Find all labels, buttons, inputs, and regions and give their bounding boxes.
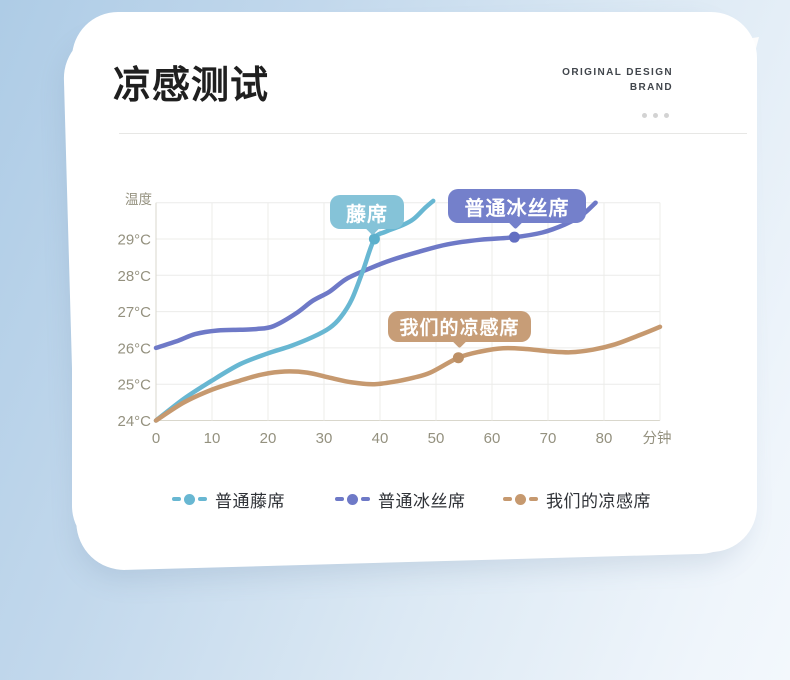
- brand-text: ORIGINAL DESIGN BRAND: [562, 65, 673, 95]
- divider-line: [119, 133, 747, 134]
- legend-label: 普通冰丝席: [378, 491, 466, 511]
- series-callout-our-mat: 我们的凉感席: [388, 311, 531, 349]
- series-callout-label: 普通冰丝席: [464, 197, 570, 220]
- page-title: 凉感测试: [113, 65, 270, 107]
- dot-icon: [642, 113, 647, 118]
- content-card: 凉感测试 ORIGINAL DESIGN BRAND: [72, 12, 757, 552]
- legend-marker-icon: [503, 493, 538, 505]
- legend-marker-icon: [172, 493, 207, 505]
- legend-item-our-mat: 我们的凉感席: [503, 486, 651, 512]
- series-callout-label: 我们的凉感席: [399, 318, 520, 339]
- chart-legend: 普通藤席 普通冰丝席 我们的凉感席: [0, 486, 790, 512]
- legend-label: 普通藤席: [215, 491, 285, 511]
- dot-icon: [664, 113, 669, 118]
- decorative-dots: [642, 113, 669, 118]
- legend-marker-icon: [335, 493, 370, 505]
- brand-line-2: BRAND: [629, 82, 673, 93]
- dot-icon: [653, 113, 658, 118]
- series-callout-rattan: 藤席: [330, 195, 404, 236]
- legend-label: 我们的凉感席: [546, 491, 651, 511]
- brand-line-1: ORIGINAL DESIGN: [562, 67, 673, 78]
- series-callout-ice-silk: 普通冰丝席: [448, 189, 586, 230]
- legend-item-rattan: 普通藤席: [172, 486, 285, 512]
- series-callout-label: 藤席: [346, 203, 388, 226]
- legend-item-ice-silk: 普通冰丝席: [335, 486, 466, 512]
